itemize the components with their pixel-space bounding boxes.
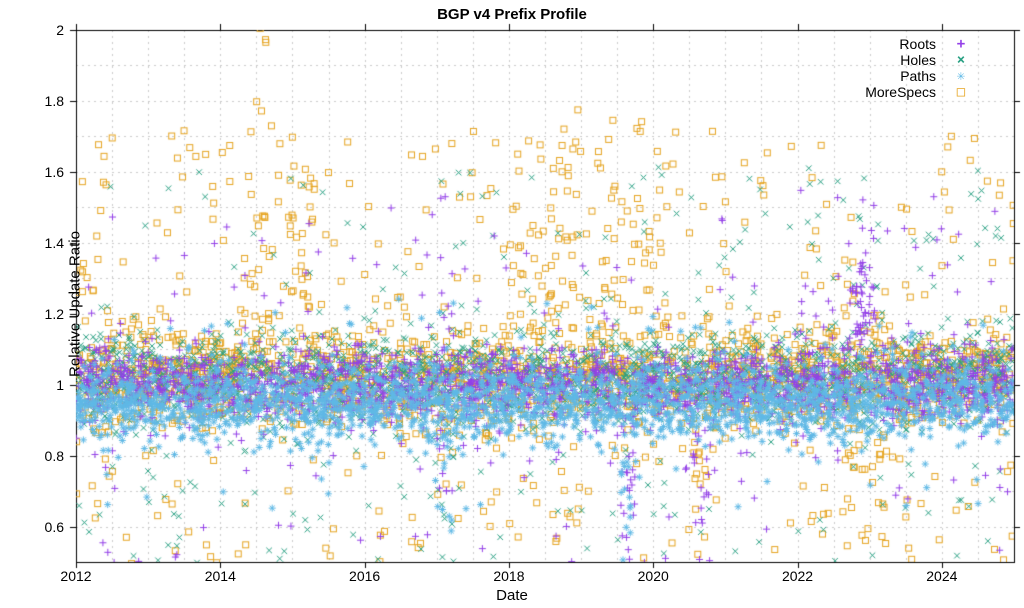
x-tick-label: 2012 [60, 568, 91, 584]
x-tick-label: 2016 [349, 568, 380, 584]
chart-container: BGP v4 Prefix Profile Relative Update Ra… [0, 0, 1024, 608]
legend-swatch: × [942, 53, 980, 67]
y-tick-label: 0.6 [45, 519, 70, 535]
legend: Roots + Holes × Paths ✳ MoreSpecs □ [865, 36, 980, 100]
chart-title: BGP v4 Prefix Profile [0, 6, 1024, 23]
y-tick-label: 0.8 [45, 448, 70, 464]
x-tick-label: 2014 [205, 568, 236, 584]
y-tick-label: 1 [56, 377, 70, 393]
x-tick-label: 2024 [926, 568, 957, 584]
y-tick-label: 2 [56, 22, 70, 38]
legend-item: Holes × [865, 52, 980, 68]
legend-swatch: ✳ [942, 69, 980, 83]
x-axis-label: Date [0, 587, 1024, 604]
y-axis-label: Relative Update Ratio [66, 231, 83, 377]
x-tick-label: 2022 [782, 568, 813, 584]
x-tick-label: 2018 [493, 568, 524, 584]
y-tick-label: 1.2 [45, 306, 70, 322]
legend-swatch: □ [942, 85, 980, 99]
y-tick-label: 1.4 [45, 235, 70, 251]
legend-label: Holes [900, 52, 936, 68]
legend-item: MoreSpecs □ [865, 84, 980, 100]
legend-item: Paths ✳ [865, 68, 980, 84]
legend-label: MoreSpecs [865, 84, 936, 100]
y-tick-label: 1.6 [45, 164, 70, 180]
legend-label: Roots [899, 36, 936, 52]
legend-swatch: + [942, 37, 980, 51]
legend-item: Roots + [865, 36, 980, 52]
legend-label: Paths [900, 68, 936, 84]
y-tick-label: 1.8 [45, 93, 70, 109]
x-tick-label: 2020 [638, 568, 669, 584]
